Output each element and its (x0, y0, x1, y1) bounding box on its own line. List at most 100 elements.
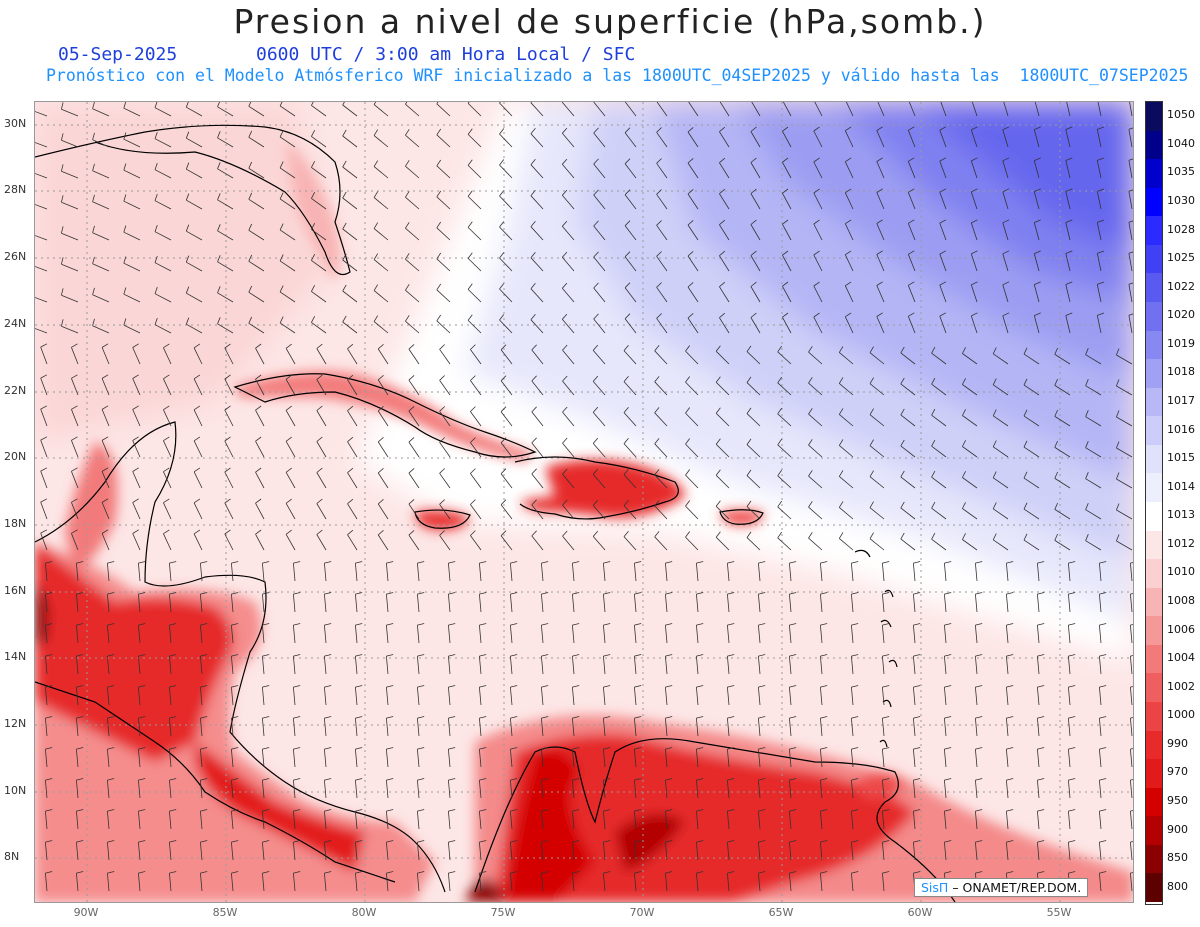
wind-barb-staff (262, 718, 265, 737)
wind-barb-flag (408, 375, 415, 381)
wind-barb-flag (975, 840, 983, 843)
wind-barb-staff (499, 226, 513, 241)
wind-barb-staff (285, 441, 296, 458)
wind-barb-flag (293, 809, 301, 812)
wind-barb-staff (71, 347, 79, 365)
wind-barb-flag (882, 809, 890, 812)
wind-barb-flag (386, 623, 394, 626)
wind-barb-flag (654, 407, 660, 414)
wind-barb-flag (789, 871, 797, 874)
wind-barb-staff (500, 380, 513, 396)
wind-barb-staff (311, 136, 327, 148)
wind-barb-staff (746, 475, 761, 489)
wind-barb-staff (851, 749, 854, 768)
wind-barb-staff (1116, 385, 1133, 396)
wind-barb-flag (813, 188, 820, 194)
wind-barb-flag (562, 189, 568, 196)
wind-barb-staff (603, 811, 606, 830)
wind-barb-staff (355, 811, 358, 830)
wind-barb-staff (1065, 129, 1071, 148)
wind-barb-staff (405, 227, 420, 241)
wind-barb-flag (163, 529, 170, 535)
wind-barb-staff (154, 231, 172, 241)
wind-barb-flag (92, 194, 95, 202)
wind-barb-staff (561, 195, 575, 210)
wind-barb-flag (1054, 440, 1058, 448)
wind-barb-flag (510, 685, 518, 688)
wind-barb-flag (217, 317, 221, 324)
wind-barb-staff (373, 321, 389, 334)
colorbar-segment (1146, 673, 1162, 703)
wind-barb-staff (962, 539, 978, 551)
wind-barb-staff (467, 134, 482, 148)
wind-barb-staff (311, 322, 327, 334)
wind-barb-flag (530, 128, 536, 134)
wind-barb-staff (154, 107, 172, 117)
wind-barb-staff (324, 718, 327, 737)
wind-barb-flag (1034, 219, 1041, 223)
colorbar-label: 1013 (1167, 508, 1195, 522)
wind-barb-staff (377, 410, 389, 427)
wind-barb-flag (107, 561, 115, 564)
wind-barb-staff (279, 136, 296, 148)
wind-barb-staff (293, 687, 296, 706)
wind-barb-flag (71, 343, 78, 348)
wind-barb-flag (138, 685, 146, 688)
wind-barb-staff (634, 594, 637, 613)
wind-barb-staff (224, 533, 234, 551)
wind-barb-staff (562, 349, 575, 365)
wind-barb-staff (1085, 385, 1102, 396)
wind-barb-staff (1002, 253, 1009, 272)
wind-barb-flag (562, 282, 568, 289)
wind-barb-flag (123, 287, 127, 295)
wind-barb-flag (262, 840, 270, 843)
wind-barb-flag (820, 716, 828, 719)
wind-barb-flag (913, 747, 921, 750)
wind-barb-flag (975, 716, 983, 719)
wind-barb-flag (813, 126, 820, 132)
wind-barb-staff (500, 504, 513, 520)
wind-barb-staff (479, 563, 482, 582)
wind-barb-flag (448, 716, 456, 719)
wind-barb-staff (813, 223, 823, 241)
wind-barb-flag (531, 437, 537, 444)
wind-barb-flag (1065, 157, 1073, 161)
wind-barb-flag (1068, 561, 1076, 564)
wind-barb-flag (61, 319, 64, 327)
wind-barb-staff (634, 749, 637, 768)
wind-barb-staff (101, 502, 110, 520)
wind-barb-staff (510, 625, 513, 644)
wind-barb-flag (719, 157, 726, 164)
wind-barb-staff (719, 131, 730, 148)
wind-barb-staff (851, 625, 854, 644)
wind-barb-flag (992, 502, 997, 509)
wind-barb-flag (820, 778, 828, 781)
wind-barb-flag (248, 254, 253, 262)
wind-barb-staff (1099, 625, 1102, 644)
colorbar-label: 1012 (1167, 536, 1195, 550)
wind-barb-flag (386, 592, 394, 595)
wind-barb-staff (685, 350, 699, 365)
wind-barb-staff (231, 656, 234, 675)
wind-barb-flag (1037, 809, 1045, 812)
wind-barb-staff (200, 749, 203, 768)
wind-barb-staff (1066, 102, 1071, 117)
wind-barb-staff (931, 445, 947, 458)
wind-barb-flag (882, 654, 890, 657)
wind-barb-flag (562, 251, 568, 258)
wind-barb-staff (279, 167, 296, 179)
wind-barb-flag (1085, 379, 1089, 386)
wind-barb-flag (719, 188, 726, 195)
wind-barb-staff (562, 442, 575, 458)
wind-barb-staff (970, 160, 978, 179)
wind-barb-staff (377, 348, 389, 365)
wind-barb-staff (931, 507, 947, 520)
wind-barb-staff (405, 258, 420, 272)
wind-barb-flag (217, 162, 221, 169)
wind-barb-flag (593, 251, 599, 258)
wind-barb-flag (285, 405, 292, 411)
wind-barb-flag (727, 592, 735, 595)
wind-barb-flag (1006, 592, 1014, 595)
wind-barb-flag (715, 376, 721, 383)
wind-barb-staff (1096, 253, 1102, 272)
